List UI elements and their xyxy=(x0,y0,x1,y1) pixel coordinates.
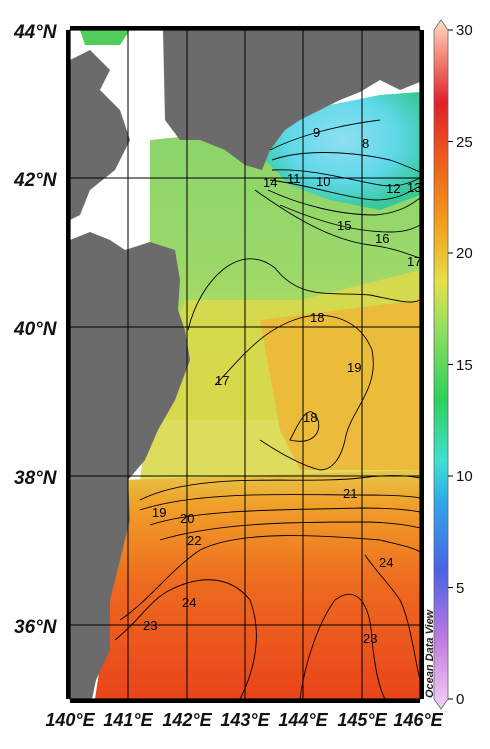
colorbar-tick-label: 25 xyxy=(456,134,473,151)
colorbar-tick-label: 20 xyxy=(456,245,473,262)
contour-label: 21 xyxy=(343,486,357,501)
contour-line xyxy=(289,411,320,442)
odv-watermark: Ocean Data View xyxy=(424,608,436,698)
contour-label: 9 xyxy=(313,125,320,140)
contour-label: 14 xyxy=(263,175,277,190)
lat-label: 40°N xyxy=(13,319,58,340)
contour-line xyxy=(187,258,420,331)
lat-label: 38°N xyxy=(14,468,58,489)
colorbar-tick-label: 10 xyxy=(456,468,473,485)
colorbar-tick-label: 0 xyxy=(456,691,464,708)
lon-label: 141°E xyxy=(103,710,153,730)
contour-label: 19 xyxy=(152,505,166,520)
colorbar-tick-label: 5 xyxy=(456,580,464,597)
contour-line xyxy=(364,554,420,681)
contour-line xyxy=(269,179,420,201)
lon-label: 145°E xyxy=(337,710,387,730)
lon-label: 140°E xyxy=(45,710,95,730)
sst-field xyxy=(70,30,420,699)
contour-label: 17 xyxy=(215,373,229,388)
frame-right xyxy=(420,30,424,699)
frame-left xyxy=(66,30,70,699)
lon-label: 143°E xyxy=(220,710,270,730)
frame-top xyxy=(70,26,420,30)
contour-line xyxy=(271,169,420,187)
frame-ticks xyxy=(66,26,424,703)
lat-label: 42°N xyxy=(13,170,58,191)
contour-label: 15 xyxy=(337,218,351,233)
contour-label: 12 xyxy=(386,181,400,196)
contour-label: 23 xyxy=(363,631,377,646)
lon-labels: 140°E 141°E 142°E 143°E 144°E 145°E 146°… xyxy=(45,710,443,730)
contour-line xyxy=(149,507,420,526)
contour-label: 17 xyxy=(407,254,421,269)
contour-label: 24 xyxy=(379,555,393,570)
lon-label: 146°E xyxy=(393,710,443,730)
contour-line xyxy=(114,579,257,699)
colorbar-tick-label: 30 xyxy=(456,22,473,39)
contour-label: 18 xyxy=(310,310,324,325)
hokkaido-land xyxy=(163,30,420,170)
contour-line xyxy=(299,594,386,699)
contour-label: 24 xyxy=(182,595,196,610)
colorbar-ticks xyxy=(448,29,453,700)
contour-line xyxy=(271,152,420,173)
contour-line xyxy=(279,204,420,233)
graticule xyxy=(70,30,420,699)
colorbar: 30 25 20 15 10 5 0 xyxy=(433,19,473,710)
lat-label: 36°N xyxy=(14,617,58,638)
ocean-top-patch xyxy=(80,30,130,45)
colorbar-ramp xyxy=(433,19,449,710)
contour-line xyxy=(269,119,381,151)
lat-labels: 44°N 42°N 40°N 38°N 36°N xyxy=(13,22,58,638)
ocean-warm-mid xyxy=(260,300,420,470)
contour-line xyxy=(139,493,420,511)
contour-line xyxy=(159,521,420,541)
contour-label: 16 xyxy=(375,231,389,246)
cold-pool xyxy=(265,92,420,210)
contour-label: 10 xyxy=(316,174,330,189)
ocean-south xyxy=(95,470,420,699)
lon-label: 142°E xyxy=(162,710,212,730)
contours xyxy=(114,119,420,699)
contour-label: 8 xyxy=(362,136,369,151)
contour-label: 13 xyxy=(407,180,421,195)
contour-label: 19 xyxy=(347,360,361,375)
contour-label: 22 xyxy=(187,533,201,548)
contour-line xyxy=(119,535,420,621)
lat-label: 44°N xyxy=(13,22,58,43)
lon-label: 144°E xyxy=(278,710,328,730)
frame-bottom xyxy=(70,699,420,703)
contour-label: 18 xyxy=(303,410,317,425)
contour-line xyxy=(254,189,420,259)
colorbar-tick-label: 15 xyxy=(456,357,473,374)
honshu-land xyxy=(70,232,190,699)
contour-line xyxy=(267,189,420,216)
